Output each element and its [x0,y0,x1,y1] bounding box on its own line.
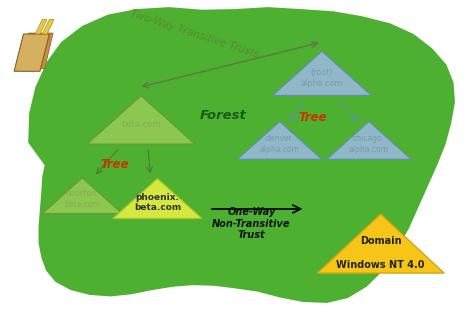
Polygon shape [20,33,53,69]
Text: Tree: Tree [101,158,129,171]
Polygon shape [327,122,411,159]
Text: phoenix.
beta.com: phoenix. beta.com [134,193,181,212]
Polygon shape [237,122,322,159]
Polygon shape [35,19,47,34]
Text: Domain

Windows NT 4.0: Domain Windows NT 4.0 [337,236,425,270]
Polygon shape [14,34,49,71]
Text: beta.com: beta.com [121,120,161,129]
Polygon shape [28,7,455,303]
Polygon shape [87,96,195,144]
Text: Tree: Tree [298,111,327,124]
Polygon shape [113,179,202,218]
Polygon shape [317,214,444,273]
Polygon shape [42,19,54,34]
Text: Forest: Forest [200,109,247,122]
Text: houston.
beta.com: houston. beta.com [64,190,100,209]
Polygon shape [273,51,371,96]
Text: denver.
alpha.com: denver. alpha.com [259,134,300,154]
Text: Two-Way Transitive Trusts: Two-Way Transitive Trusts [130,8,260,60]
Polygon shape [42,178,122,214]
Text: chicago.
alpha.com: chicago. alpha.com [349,134,389,154]
Text: (root)
alpha.com: (root) alpha.com [301,68,343,87]
Text: One-Way
Non-Transitive
Trust: One-Way Non-Transitive Trust [212,207,291,240]
